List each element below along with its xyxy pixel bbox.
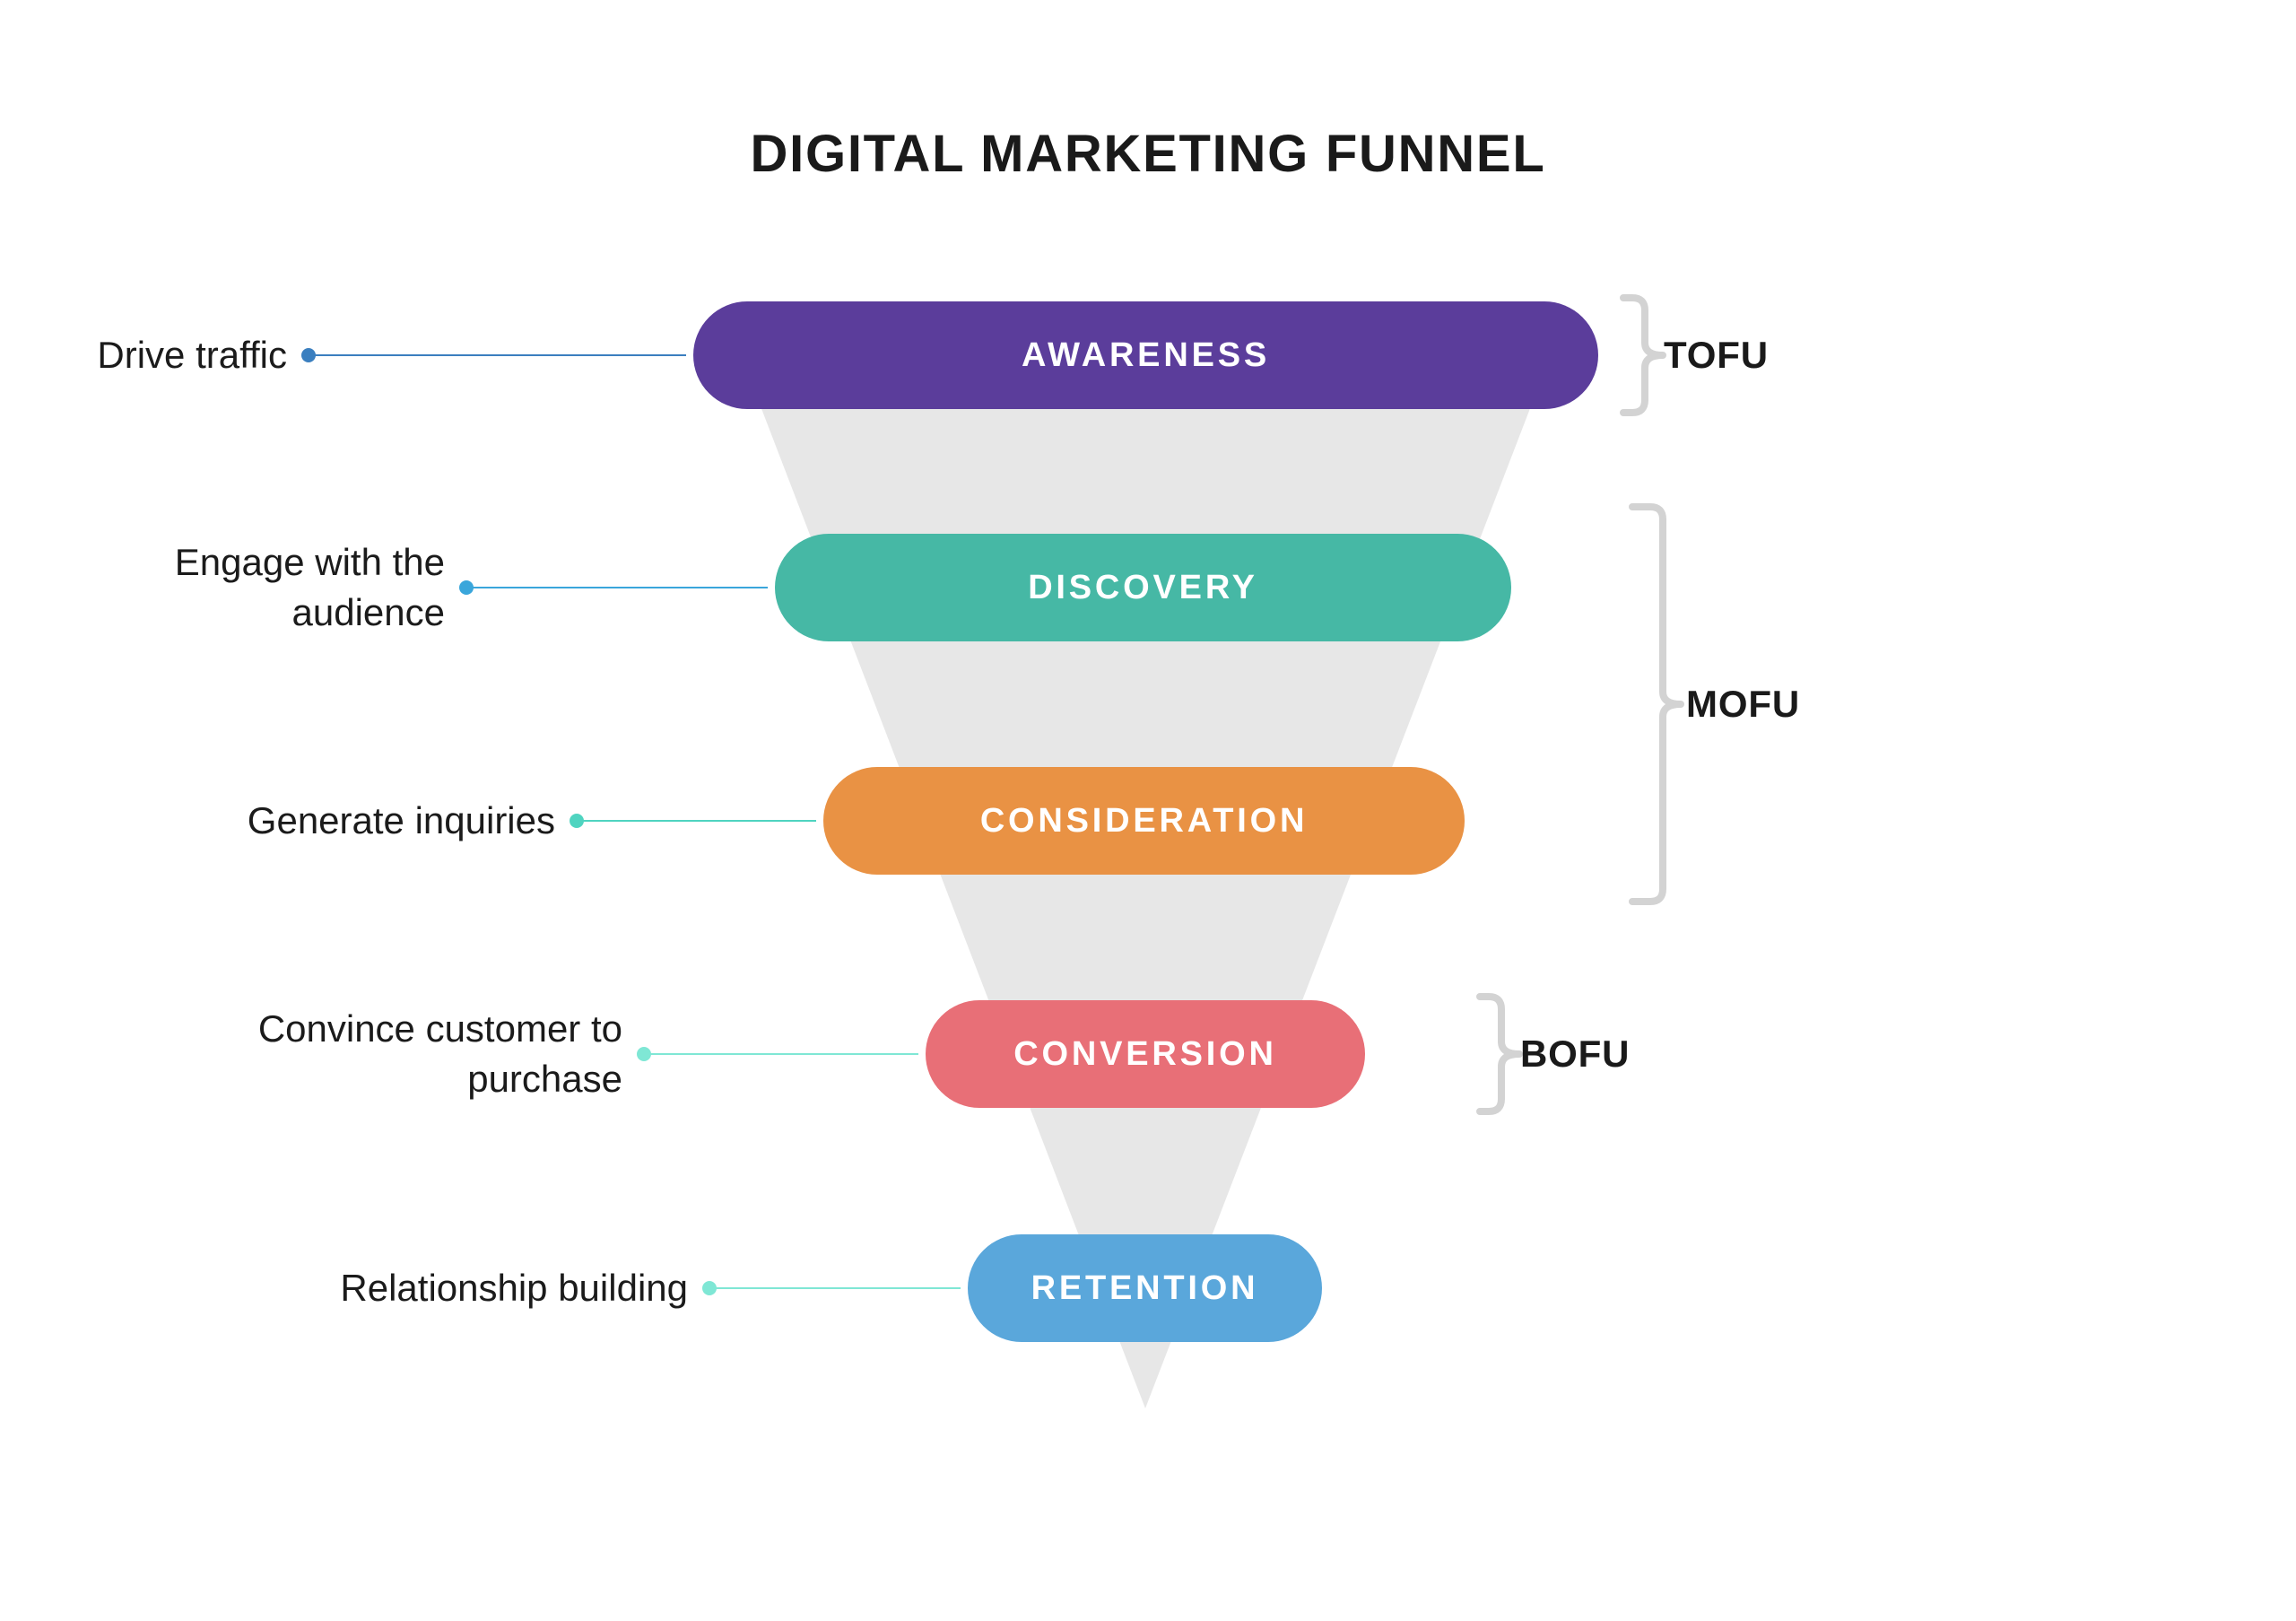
stage-conversion: CONVERSION <box>926 1000 1365 1108</box>
connector-line-retention <box>709 1287 961 1289</box>
left-label-consideration: Generate inquiries <box>178 796 555 847</box>
connector-line-awareness <box>309 354 686 356</box>
right-label-bofu: BOFU <box>1520 1033 1630 1076</box>
connector-line-consideration <box>577 820 816 822</box>
stage-retention-label: RETENTION <box>1031 1269 1259 1308</box>
stage-discovery: DISCOVERY <box>775 534 1511 641</box>
left-label-retention: Relationship building <box>257 1263 688 1314</box>
stage-awareness: AWARENESS <box>693 301 1598 409</box>
stage-discovery-label: DISCOVERY <box>1028 569 1258 607</box>
stage-consideration-label: CONSIDERATION <box>980 802 1308 841</box>
stage-conversion-label: CONVERSION <box>1013 1035 1276 1074</box>
connector-line-conversion <box>644 1053 918 1055</box>
funnel-diagram: DIGITAL MARKETING FUNNEL Drive traffic A… <box>0 0 2296 1621</box>
stage-awareness-label: AWARENESS <box>1022 336 1270 375</box>
connector-line-discovery <box>466 587 768 588</box>
left-label-discovery: Engage with the audience <box>68 537 445 639</box>
left-label-conversion: Convince customer to purchase <box>228 1004 622 1105</box>
right-label-tofu: TOFU <box>1664 334 1769 377</box>
right-label-mofu: MOFU <box>1686 683 1800 726</box>
left-label-awareness: Drive traffic <box>18 330 287 381</box>
stage-consideration: CONSIDERATION <box>823 767 1465 875</box>
stage-retention: RETENTION <box>968 1234 1322 1342</box>
